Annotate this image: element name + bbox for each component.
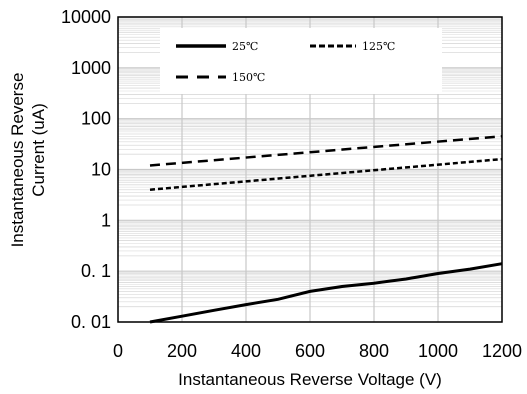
legend: 25℃ 125℃ 150℃ — [160, 28, 442, 94]
y-tick-label: 0. 1 — [81, 261, 111, 281]
legend-box — [160, 28, 442, 94]
series-line-dotted — [149, 157, 503, 191]
legend-label-dashed: 150℃ — [232, 71, 265, 84]
y-tick-labels: 0. 01 0. 1 1 10 100 1000 10000 — [61, 7, 111, 332]
y-tick-label: 10 — [91, 160, 111, 180]
y-axis-title-line-2: Current (uA) — [29, 103, 48, 197]
series-line-dashed — [149, 135, 503, 167]
y-tick-label: 100 — [81, 109, 111, 129]
legend-label-solid: 25℃ — [232, 40, 258, 53]
x-tick-label: 800 — [359, 341, 389, 361]
x-tick-label: 600 — [295, 341, 325, 361]
x-tick-labels: 0 200 400 600 800 1000 1200 — [113, 341, 522, 361]
x-tick-label: 200 — [167, 341, 197, 361]
series-lines — [149, 135, 503, 324]
plot-frame — [117, 16, 503, 323]
y-tick-label: 1000 — [71, 58, 111, 78]
series-line-solid — [149, 262, 503, 324]
y-tick-label: 1 — [101, 210, 111, 230]
y-tick-label: 0. 01 — [71, 312, 111, 332]
x-axis-title: Instantaneous Reverse Voltage (V) — [178, 370, 442, 389]
x-tick-label: 0 — [113, 341, 123, 361]
x-tick-label: 400 — [231, 341, 261, 361]
legend-label-dotted: 125℃ — [362, 40, 395, 53]
x-tick-label: 1000 — [418, 341, 458, 361]
x-tick-label: 1200 — [482, 341, 522, 361]
y-tick-label: 10000 — [61, 7, 111, 27]
y-axis-title-line-1: Instantaneous Reverse — [8, 73, 27, 248]
